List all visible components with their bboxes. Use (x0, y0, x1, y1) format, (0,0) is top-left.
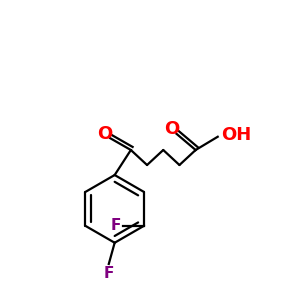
Text: O: O (164, 120, 180, 138)
Text: F: F (111, 218, 121, 233)
Text: O: O (97, 125, 112, 143)
Text: F: F (103, 266, 114, 281)
Text: OH: OH (221, 126, 251, 144)
